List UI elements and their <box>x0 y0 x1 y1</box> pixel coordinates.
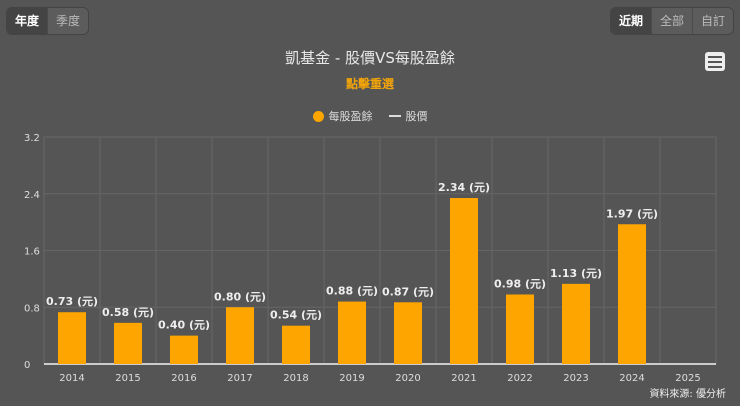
data-label: 0.80 (元) <box>214 290 266 303</box>
bar-2020 <box>394 302 422 364</box>
x-tick-label: 2024 <box>619 373 644 384</box>
legend: 每股盈餘 股價 <box>0 108 740 124</box>
annual-button[interactable]: 年度 <box>7 8 49 34</box>
bar-2024 <box>618 224 646 364</box>
chart-title: 凱基金 - 股價VS每股盈餘 <box>285 49 455 67</box>
x-tick-label: 2014 <box>59 373 84 384</box>
custom-button[interactable]: 自訂 <box>700 14 725 28</box>
bar-2022 <box>506 294 534 364</box>
legend-item-price[interactable]: 股價 <box>388 108 428 124</box>
range-toggle: 近期 全部 自訂 <box>609 7 734 35</box>
bar-2019 <box>338 301 366 364</box>
x-tick-label: 2019 <box>339 373 364 384</box>
y-tick-label: 1.6 <box>24 247 40 258</box>
x-tick-label: 2018 <box>283 373 308 384</box>
x-tick-label: 2017 <box>227 373 252 384</box>
x-tick-label: 2020 <box>395 373 420 384</box>
bar-2018 <box>282 325 310 364</box>
x-tick-label: 2015 <box>115 373 140 384</box>
all-button[interactable]: 全部 <box>652 8 693 34</box>
data-label: 0.88 (元) <box>326 285 378 298</box>
bar-2014 <box>58 312 86 364</box>
circle-icon <box>312 110 324 122</box>
quarterly-button[interactable]: 季度 <box>56 14 81 28</box>
x-tick-label: 2016 <box>171 373 196 384</box>
bar-2021 <box>450 198 478 364</box>
recent-button[interactable]: 近期 <box>610 8 652 34</box>
data-label: 1.13 (元) <box>550 267 602 280</box>
data-label: 0.54 (元) <box>270 309 322 322</box>
bar-2017 <box>226 307 254 364</box>
legend-label: 每股盈餘 <box>328 110 373 123</box>
bar-2016 <box>170 335 198 364</box>
y-tick-label: 2.4 <box>24 190 40 201</box>
x-tick-label: 2021 <box>451 373 476 384</box>
x-tick-label: 2023 <box>563 373 588 384</box>
data-label: 0.58 (元) <box>102 306 154 319</box>
data-label: 0.73 (元) <box>46 295 98 308</box>
x-tick-label: 2022 <box>507 373 532 384</box>
y-tick-label: 0 <box>24 360 30 371</box>
legend-item-eps[interactable]: 每股盈餘 <box>312 108 373 124</box>
data-label: 0.98 (元) <box>494 277 546 290</box>
y-tick-label: 0.8 <box>24 303 40 314</box>
period-toggle: 年度 季度 <box>6 7 90 35</box>
bar-2023 <box>562 283 590 364</box>
data-label: 0.87 (元) <box>382 285 434 298</box>
hamburger-menu-icon[interactable] <box>705 52 725 71</box>
x-tick-label: 2025 <box>675 373 700 384</box>
data-label: 0.40 (元) <box>158 319 210 332</box>
y-tick-label: 3.2 <box>24 133 40 144</box>
data-label: 2.34 (元) <box>438 181 490 194</box>
bar-2015 <box>114 322 142 364</box>
data-label: 1.97 (元) <box>606 207 658 220</box>
line-icon <box>388 115 401 117</box>
credit-text[interactable]: 資料來源: 優分析 <box>649 389 726 400</box>
chart-subtitle[interactable]: 點擊重選 <box>345 77 394 91</box>
legend-label: 股價 <box>405 110 428 123</box>
